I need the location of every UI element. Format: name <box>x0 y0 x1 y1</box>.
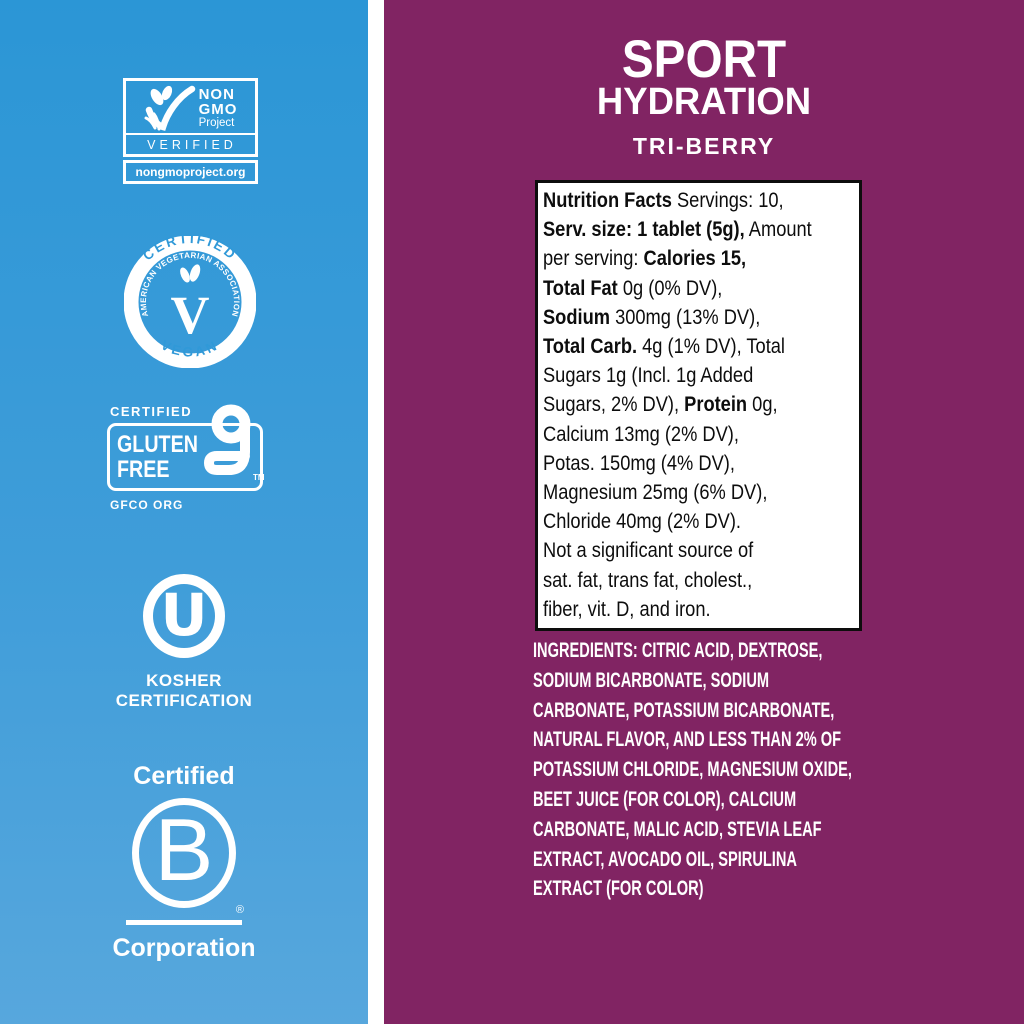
b-corp-underline <box>126 920 242 925</box>
ingredients-line: CARBONATE, POTASSIUM BICARBONATE, <box>533 697 835 722</box>
kosher-word: KOSHER <box>146 671 222 690</box>
b-corp-seal: B ® <box>132 798 244 916</box>
gluten-free-badge: CERTIFIED GLUTEN FREE TM GFCO ORG <box>107 404 277 512</box>
b-corp-badge: Certified B ® Corporation <box>0 762 368 963</box>
ingredients-line: CARBONATE, MALIC ACID, STEVIA LEAF <box>533 816 822 841</box>
nutrition-line: Total Fat 0g (0% DV), <box>543 276 723 300</box>
gluten-free-certified-label: CERTIFIED <box>110 404 193 419</box>
vegan-leaf-icon <box>180 267 190 283</box>
ingredients-line: INGREDIENTS: CITRIC ACID, DEXTROSE, <box>533 638 823 662</box>
nutrition-line: Total Carb. 4g (1% DV), Total <box>543 335 785 359</box>
svg-text:VEGAN: VEGAN <box>159 337 222 359</box>
vegan-label: VEGAN <box>159 337 219 359</box>
nutrition-line: per serving: Calories 15, <box>543 247 747 271</box>
trademark-symbol: TM <box>253 473 265 482</box>
certification-word: CERTIFICATION <box>115 691 253 710</box>
nutrition-line: Magnesium 25mg (6% DV), <box>543 481 768 505</box>
ingredients-line: BEET JUICE (FOR COLOR), CALCIUM <box>533 786 797 811</box>
registered-symbol: ® <box>235 904 244 916</box>
b-corp-b-icon: B <box>132 798 236 908</box>
ingredients-line: POTASSIUM CHLORIDE, MAGNESIUM OXIDE, <box>533 757 852 782</box>
non-gmo-frame: NON GMO Project VERIFIED <box>123 78 258 157</box>
butterfly-checkmark-icon <box>144 85 195 131</box>
non-gmo-word-project: Project <box>198 116 235 129</box>
product-title-line2: HYDRATION <box>596 81 812 123</box>
kosher-label: KOSHER CERTIFICATION <box>0 671 368 711</box>
kosher-badge: U KOSHER CERTIFICATION <box>0 574 368 711</box>
ingredients-line: NATURAL FLAVOR, AND LESS THAN 2% OF <box>533 727 842 752</box>
nutrition-line: sat. fat, trans fat, cholest., <box>543 568 753 592</box>
free-word: FREE <box>117 456 170 483</box>
non-gmo-verified-label: VERIFIED <box>126 133 255 154</box>
b-corp-corporation-label: Corporation <box>112 934 256 962</box>
non-gmo-wordmark: NON GMO Project <box>199 87 238 130</box>
nutrition-line: Not a significant source of <box>543 539 754 563</box>
non-gmo-url: nongmoproject.org <box>123 160 258 184</box>
kosher-u-letter: U <box>160 581 208 649</box>
ingredients-line: EXTRACT, AVOCADO OIL, SPIRULINA <box>533 846 797 871</box>
b-corp-certified-label: Certified <box>133 762 235 790</box>
b-corp-b-letter: B <box>154 800 214 899</box>
ou-kosher-icon: U <box>143 574 225 658</box>
gluten-word: GLUTEN <box>117 431 198 458</box>
nutrition-line: Chloride 40mg (2% DV). <box>543 510 742 534</box>
non-gmo-word-gmo: GMO <box>198 100 238 118</box>
vegan-seal-icon: CERTIFIED VEGAN AMERICAN VEGETARIAN ASSO… <box>124 236 256 368</box>
gfco-g-icon <box>204 404 251 475</box>
non-gmo-top-row: NON GMO Project <box>126 81 255 133</box>
ingredients-line: SODIUM BICARBONATE, SODIUM <box>533 667 770 692</box>
non-gmo-badge: NON GMO Project VERIFIED nongmoproject.o… <box>123 78 258 184</box>
certified-vegan-badge: CERTIFIED VEGAN AMERICAN VEGETARIAN ASSO… <box>124 236 256 368</box>
nutrition-line: Sugars 1g (Incl. 1g Added <box>543 364 754 388</box>
nutrition-line: fiber, vit. D, and iron. <box>543 597 711 621</box>
gfco-org-label: GFCO ORG <box>110 498 184 512</box>
vegan-leaf-icon <box>189 264 201 282</box>
ingredients-list: INGREDIENTS: CITRIC ACID, DEXTROSE, SODIU… <box>533 636 859 904</box>
nutrition-line: Nutrition Facts Servings: 10, <box>543 189 784 212</box>
gluten-free-frame: GLUTEN FREE TM <box>107 404 265 491</box>
nutrition-line: Serv. size: 1 tablet (5g), Amount <box>543 218 812 242</box>
nutrition-line: Sugars, 2% DV), Protein 0g, <box>543 393 778 417</box>
vegan-v-letter: V <box>171 285 210 345</box>
non-gmo-word-non: NON <box>198 85 235 103</box>
product-info-panel: SPORT HYDRATION TRI-BERRY Nutrition Fact… <box>384 0 1024 1024</box>
nutrition-facts-box: Nutrition Facts Servings: 10, Serv. size:… <box>535 180 862 632</box>
certifications-panel: NON GMO Project VERIFIED nongmoproject.o… <box>0 0 368 1024</box>
ingredients-line: EXTRACT (FOR COLOR) <box>533 876 704 901</box>
nutrition-line: Potas. 150mg (4% DV), <box>543 451 735 475</box>
nutrition-line: Calcium 13mg (2% DV), <box>543 422 739 446</box>
gluten-free-wordmark: GLUTEN FREE <box>117 432 198 482</box>
flavor-name: TRI-BERRY <box>632 133 776 159</box>
nutrition-line: Sodium 300mg (13% DV), <box>543 305 761 329</box>
product-title-line1: SPORT <box>621 30 787 89</box>
